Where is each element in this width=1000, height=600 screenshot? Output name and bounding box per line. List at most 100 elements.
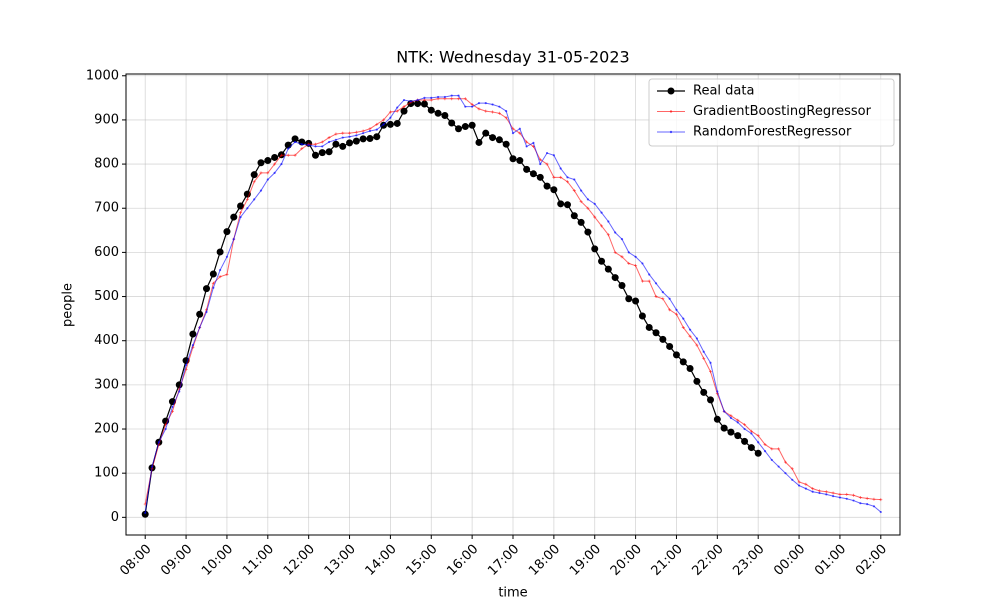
point bbox=[831, 491, 835, 495]
point bbox=[620, 255, 624, 259]
point bbox=[681, 325, 685, 329]
point bbox=[695, 337, 698, 340]
point bbox=[777, 465, 780, 468]
point bbox=[266, 171, 270, 175]
point bbox=[709, 361, 712, 364]
point bbox=[763, 450, 767, 453]
point bbox=[729, 414, 733, 418]
point bbox=[736, 418, 740, 422]
point bbox=[539, 162, 542, 166]
point bbox=[311, 151, 319, 159]
point bbox=[627, 261, 631, 265]
point bbox=[709, 370, 713, 374]
point bbox=[859, 502, 862, 505]
point bbox=[727, 428, 735, 436]
point bbox=[872, 505, 876, 508]
point bbox=[791, 478, 794, 481]
point bbox=[770, 458, 773, 462]
y-tick-label: 1000 bbox=[86, 68, 119, 83]
y-tick-label: 700 bbox=[94, 201, 119, 216]
point bbox=[675, 308, 678, 311]
point bbox=[832, 495, 835, 498]
point bbox=[645, 323, 653, 331]
point bbox=[614, 231, 617, 234]
point bbox=[566, 176, 569, 179]
point bbox=[293, 140, 297, 144]
point bbox=[491, 110, 495, 114]
point bbox=[666, 342, 674, 350]
point bbox=[205, 310, 208, 314]
point bbox=[523, 165, 531, 173]
point bbox=[790, 467, 794, 471]
point bbox=[573, 178, 576, 181]
point bbox=[429, 98, 433, 102]
point bbox=[640, 279, 644, 283]
point bbox=[491, 103, 494, 106]
point bbox=[232, 238, 235, 241]
point bbox=[223, 228, 231, 236]
point bbox=[604, 265, 612, 273]
point bbox=[577, 218, 585, 226]
point bbox=[754, 449, 762, 457]
point bbox=[770, 447, 774, 451]
point bbox=[504, 116, 508, 120]
point bbox=[702, 356, 706, 360]
point bbox=[824, 490, 828, 494]
point bbox=[246, 207, 249, 210]
point bbox=[632, 297, 640, 305]
point bbox=[313, 142, 317, 146]
point bbox=[375, 128, 378, 131]
point bbox=[291, 135, 299, 143]
point bbox=[879, 510, 882, 514]
point bbox=[184, 363, 188, 367]
x-axis-label: time bbox=[498, 586, 527, 600]
point bbox=[518, 127, 521, 130]
legend-label: Real data bbox=[693, 84, 754, 99]
point bbox=[858, 495, 862, 499]
point bbox=[471, 105, 474, 108]
point bbox=[198, 326, 201, 329]
point bbox=[212, 286, 215, 289]
point bbox=[320, 140, 324, 144]
point bbox=[797, 480, 801, 484]
point bbox=[634, 264, 638, 268]
point bbox=[164, 427, 167, 431]
point bbox=[273, 171, 276, 175]
point bbox=[420, 100, 428, 108]
point bbox=[593, 215, 597, 219]
point bbox=[266, 178, 269, 181]
point bbox=[668, 297, 671, 300]
y-tick-label: 0 bbox=[111, 510, 119, 525]
point bbox=[713, 415, 721, 423]
point bbox=[171, 405, 174, 409]
legend-marker bbox=[667, 87, 675, 95]
point bbox=[825, 493, 828, 496]
point bbox=[341, 136, 344, 139]
point bbox=[552, 175, 556, 179]
point bbox=[679, 358, 687, 366]
point bbox=[307, 143, 310, 147]
point bbox=[606, 233, 610, 237]
point bbox=[400, 107, 408, 115]
point bbox=[763, 442, 767, 446]
point bbox=[434, 109, 442, 117]
point bbox=[334, 138, 338, 141]
point bbox=[591, 245, 599, 253]
point bbox=[245, 197, 249, 201]
point bbox=[427, 106, 435, 114]
series bbox=[143, 97, 883, 506]
point bbox=[375, 122, 379, 126]
point bbox=[720, 424, 728, 432]
point bbox=[686, 365, 694, 373]
point bbox=[475, 138, 483, 146]
point bbox=[300, 147, 304, 151]
point bbox=[838, 496, 842, 499]
point bbox=[354, 130, 358, 134]
point bbox=[641, 262, 644, 265]
point bbox=[716, 390, 719, 393]
point bbox=[239, 211, 243, 215]
point bbox=[477, 102, 481, 105]
chart-title: NTK: Wednesday 31-05-2023 bbox=[396, 48, 629, 67]
point bbox=[239, 215, 242, 219]
